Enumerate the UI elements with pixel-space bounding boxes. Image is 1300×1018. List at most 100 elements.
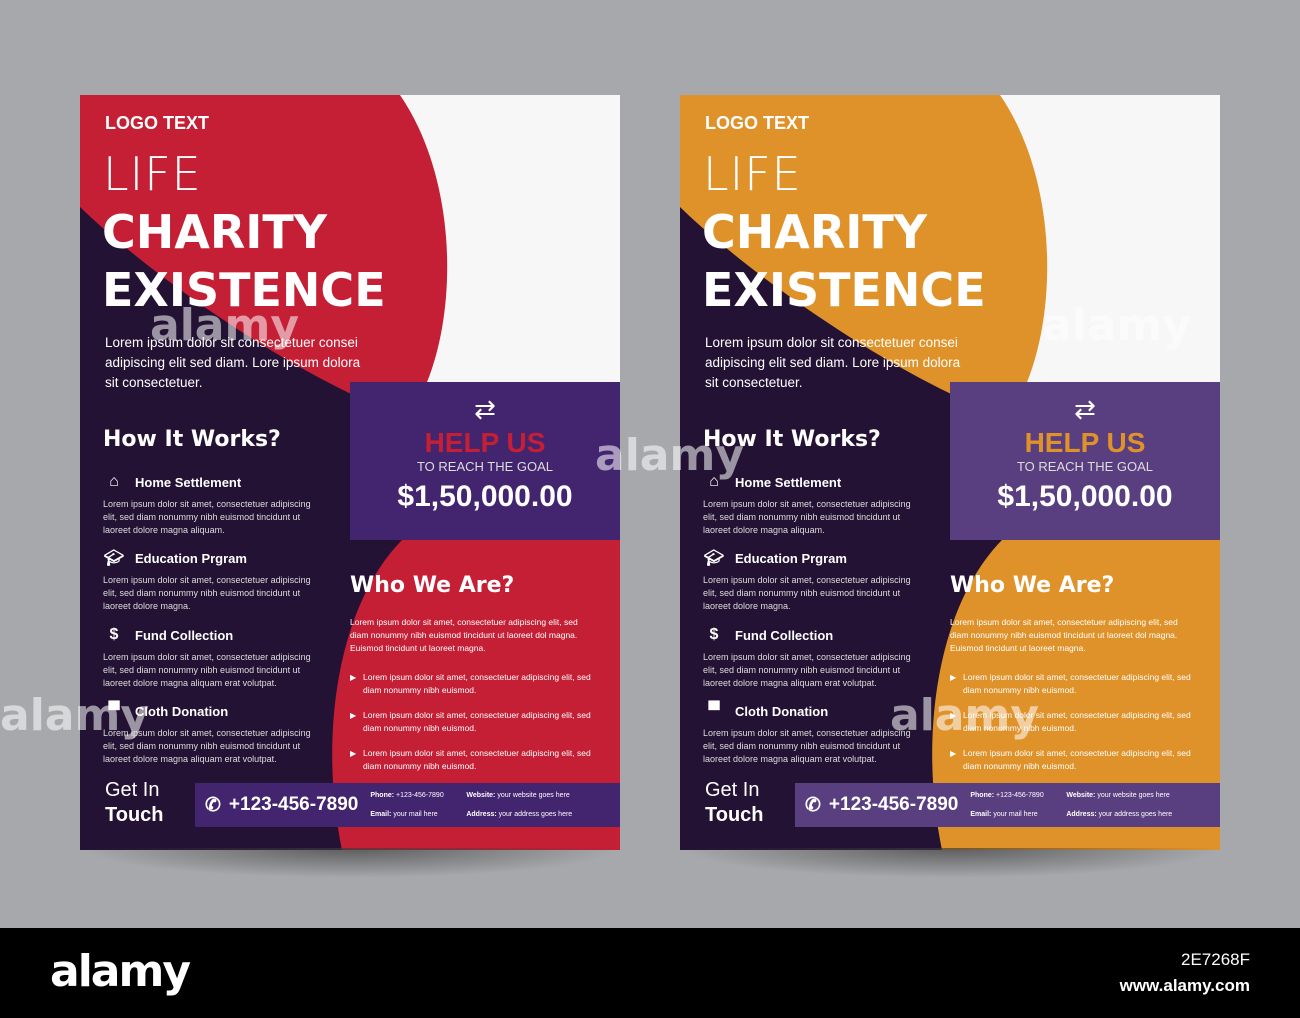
- item-desc: Lorem ipsum dolor sit amet, consectetuer…: [103, 652, 311, 688]
- help-us-heading: HELP US: [1024, 427, 1146, 458]
- item-title: Fund Collection: [735, 627, 834, 643]
- phone-label: Phone:: [370, 792, 395, 799]
- money-bag-icon: $: [109, 626, 119, 643]
- watermark: alamy: [150, 300, 299, 351]
- phone-info: Phone: +123-456-7890: [370, 792, 466, 799]
- bullet-item: Lorem ipsum dolor sit amet, consectetuer…: [350, 709, 600, 735]
- headline-charity: CHARITY: [702, 205, 928, 259]
- watermark: alamy: [890, 690, 1039, 741]
- item-title: Home Settlement: [135, 474, 242, 490]
- bullet-item: Lorem ipsum dolor sit amet, consectetuer…: [950, 709, 1200, 735]
- get-in-touch: Get In Touch: [705, 778, 764, 828]
- item-home-settlement: ⌂ Home Settlement Lorem ipsum dolor sit am…: [103, 471, 318, 537]
- headline-existence: EXISTENCE: [102, 263, 386, 317]
- who-we-are-text: Lorem ipsum dolor sit amet, consectetuer…: [350, 617, 578, 653]
- item-desc: Lorem ipsum dolor sit amet, consectetuer…: [703, 499, 911, 535]
- phone-value: +123-456-7890: [396, 792, 444, 799]
- graduation-cap-icon: 🎓︎: [103, 550, 125, 567]
- footer-bar: alamy 2E7268F www.alamy.com: [0, 928, 1300, 1018]
- how-it-works-heading: How It Works?: [103, 427, 281, 452]
- flyer-orange: LOGO TEXT LIFE CHARITY EXISTENCE Lorem i…: [680, 95, 1220, 850]
- item-education: 🎓︎ Education Prgram Lorem ipsum dolor sit …: [703, 547, 918, 613]
- helping-hands-icon: ⇄: [1074, 394, 1096, 424]
- website-label: Website:: [1066, 792, 1096, 799]
- item-desc: Lorem ipsum dolor sit amet, consectetuer…: [703, 728, 911, 764]
- address-value: your address goes here: [498, 811, 573, 818]
- image-id: 2E7268F: [1181, 950, 1250, 969]
- website-info: Website: your website goes here: [466, 792, 586, 799]
- goal-box: ⇄ HELP US TO REACH THE GOAL $1,50,000.00: [350, 382, 620, 540]
- item-cloth-donation: ▀ Cloth Donation Lorem ipsum dolor sit ame…: [703, 700, 918, 766]
- reach-goal-text: TO REACH THE GOAL: [1016, 459, 1154, 474]
- watermark: alamy: [0, 690, 149, 741]
- who-we-are-heading: Who We Are?: [950, 573, 1115, 598]
- watermark: alamy: [595, 430, 744, 481]
- goal-amount: $1,50,000.00: [997, 480, 1173, 513]
- phone-label: Phone:: [970, 792, 995, 799]
- item-title: Education Prgram: [735, 550, 847, 566]
- bullet-item: Lorem ipsum dolor sit amet, consectetuer…: [950, 671, 1200, 697]
- home-icon: ⌂: [709, 473, 719, 490]
- website-info: Website: your website goes here: [1066, 792, 1186, 799]
- item-desc: Lorem ipsum dolor sit amet, consectetuer…: [103, 499, 311, 535]
- phone-icon: ✆: [805, 794, 821, 816]
- item-desc: Lorem ipsum dolor sit amet, consectetuer…: [703, 652, 911, 688]
- get-in-text: Get In: [705, 779, 760, 801]
- watermark: alamy: [1042, 300, 1191, 351]
- goal-box: ⇄ HELP US TO REACH THE GOAL $1,50,000.00: [950, 382, 1220, 540]
- bullet-item: Lorem ipsum dolor sit amet, consectetuer…: [350, 671, 600, 697]
- item-title: Fund Collection: [135, 627, 234, 643]
- email-info: Email: your mail here: [970, 811, 1066, 818]
- item-title: Cloth Donation: [735, 703, 829, 719]
- alamy-url: www.alamy.com: [1119, 976, 1250, 995]
- phone-number: +123-456-7890: [828, 794, 959, 815]
- phone-value: +123-456-7890: [996, 792, 1044, 799]
- alamy-logo: alamy: [50, 946, 191, 997]
- flyer-shadow: [80, 848, 620, 878]
- headline-existence: EXISTENCE: [702, 263, 986, 317]
- who-we-are-text: Lorem ipsum dolor sit amet, consectetuer…: [950, 617, 1178, 653]
- item-desc: Lorem ipsum dolor sit amet, consectetuer…: [103, 728, 311, 764]
- headline-charity: CHARITY: [102, 205, 328, 259]
- email-value: your mail here: [993, 811, 1038, 818]
- bullet-item: Lorem ipsum dolor sit amet, consectetuer…: [950, 747, 1200, 773]
- phone-number: +123-456-7890: [228, 794, 359, 815]
- address-info: Address: your address goes here: [1066, 811, 1186, 818]
- address-label: Address:: [466, 811, 497, 818]
- website-value: your website goes here: [1097, 792, 1170, 799]
- goal-amount: $1,50,000.00: [397, 480, 573, 513]
- contact-bar: ✆ +123-456-7890 Phone: +123-456-7890 Webs…: [795, 783, 1220, 827]
- flyer-shadow: [680, 848, 1220, 878]
- address-label: Address:: [1066, 811, 1097, 818]
- email-label: Email:: [970, 811, 992, 818]
- intro-text: Lorem ipsum dolor sit consectetuer conse…: [705, 335, 961, 390]
- website-label: Website:: [466, 792, 496, 799]
- phone-icon: ✆: [205, 794, 221, 816]
- item-cloth-donation: ▀ Cloth Donation Lorem ipsum dolor sit ame…: [103, 700, 318, 766]
- website-value: your website goes here: [497, 792, 570, 799]
- item-fund-collection: $ Fund Collection Lorem ipsum dolor sit am…: [703, 624, 918, 690]
- help-us-heading: HELP US: [424, 427, 546, 458]
- item-desc: Lorem ipsum dolor sit amet, consectetuer…: [103, 575, 311, 611]
- contact-bar: ✆ +123-456-7890 Phone: +123-456-7890 Webs…: [195, 783, 620, 827]
- logo-text: LOGO TEXT: [105, 113, 210, 133]
- item-home-settlement: ⌂ Home Settlement Lorem ipsum dolor sit am…: [703, 471, 918, 537]
- item-fund-collection: $ Fund Collection Lorem ipsum dolor sit am…: [103, 624, 318, 690]
- home-icon: ⌂: [109, 473, 119, 490]
- email-value: your mail here: [393, 811, 438, 818]
- touch-text: Touch: [705, 804, 764, 826]
- item-education: 🎓︎ Education Prgram Lorem ipsum dolor sit …: [103, 547, 318, 613]
- item-title: Cloth Donation: [135, 703, 229, 719]
- email-label: Email:: [370, 811, 392, 818]
- phone-info: Phone: +123-456-7890: [970, 792, 1066, 799]
- headline-life: LIFE: [103, 147, 202, 201]
- get-in-touch: Get In Touch: [105, 778, 164, 828]
- graduation-cap-icon: 🎓︎: [703, 550, 725, 567]
- address-value: your address goes here: [1098, 811, 1173, 818]
- item-title: Education Prgram: [135, 550, 247, 566]
- how-it-works-heading: How It Works?: [703, 427, 881, 452]
- who-we-are-heading: Who We Are?: [350, 573, 515, 598]
- touch-text: Touch: [105, 804, 164, 826]
- headline-life: LIFE: [703, 147, 802, 201]
- helping-hands-icon: ⇄: [474, 394, 496, 424]
